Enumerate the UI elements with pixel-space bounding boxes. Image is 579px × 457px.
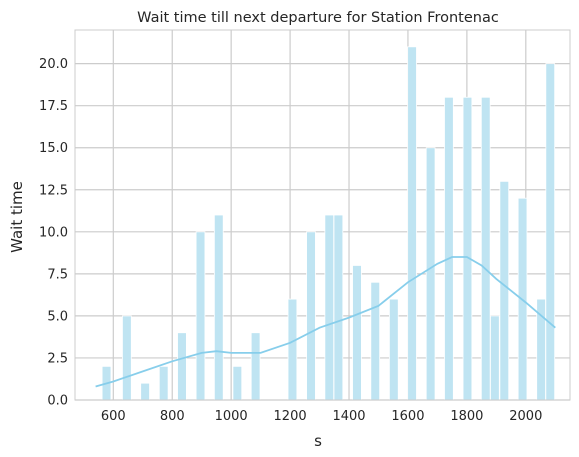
histogram-bar: [232, 365, 243, 401]
histogram-bar: [287, 298, 298, 401]
x-tick-label: 1800: [450, 409, 483, 424]
histogram-bar: [324, 214, 335, 401]
x-tick-labels: 600 800 1000 1200 1400 1600 1800 2000: [101, 409, 542, 424]
histogram-bar: [250, 332, 261, 401]
y-tick-label: 12.5: [39, 183, 68, 198]
x-tick-label: 800: [160, 409, 185, 424]
histogram-bar: [407, 46, 417, 401]
histogram-bar: [388, 298, 399, 401]
histogram-bar: [444, 96, 454, 401]
histogram-bar: [499, 180, 510, 401]
x-axis-label: s: [314, 432, 322, 450]
x-tick-label: 1000: [215, 409, 248, 424]
bars: [101, 46, 556, 401]
x-tick-label: 1400: [332, 409, 365, 424]
histogram-bar: [213, 214, 224, 401]
histogram-bar: [306, 231, 316, 401]
y-tick-label: 10.0: [39, 225, 68, 240]
x-tick-label: 2000: [509, 409, 542, 424]
x-tick-label: 600: [101, 409, 126, 424]
histogram-bar: [370, 281, 381, 401]
histogram-bar: [177, 332, 187, 401]
histogram-bar: [490, 315, 500, 401]
y-tick-label: 5.0: [47, 309, 68, 324]
histogram-bar: [352, 265, 362, 401]
y-tick-label: 0.0: [47, 394, 68, 409]
histogram-bar: [462, 96, 473, 401]
y-tick-label: 17.5: [39, 99, 68, 114]
histogram-bar: [140, 382, 150, 401]
y-tick-label: 20.0: [39, 57, 68, 72]
y-tick-label: 2.5: [47, 351, 68, 366]
histogram-bar: [480, 96, 491, 401]
y-axis-label: Wait time: [8, 181, 26, 253]
histogram-bar: [158, 365, 169, 401]
plot-frame: [74, 29, 571, 401]
histogram-bar: [545, 63, 556, 401]
y-tick-label: 15.0: [39, 141, 68, 156]
histogram-bar: [536, 298, 546, 401]
histogram-bar: [195, 231, 206, 401]
histogram-bar: [122, 315, 132, 401]
chart-title: Wait time till next departure for Statio…: [137, 10, 499, 26]
x-tick-label: 1600: [391, 409, 424, 424]
x-tick-label: 1200: [274, 409, 307, 424]
histogram-bar: [333, 214, 344, 401]
kde-curve: [95, 256, 556, 388]
y-tick-label: 7.5: [47, 267, 68, 282]
histogram-bar: [425, 147, 436, 401]
y-tick-labels: 0.0 2.5 5.0 7.5 10.0 12.5 15.0 17.5 20.0: [39, 57, 68, 408]
